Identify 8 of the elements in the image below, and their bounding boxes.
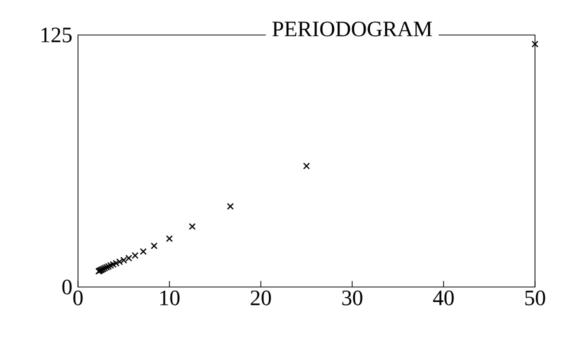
x-tick-label: 40 bbox=[433, 290, 454, 306]
chart-title: PERIODOGRAM bbox=[272, 22, 432, 36]
x-tick-label: 0 bbox=[73, 290, 83, 306]
x-tick-label: 30 bbox=[342, 290, 362, 306]
y-tick-label: 125 bbox=[42, 28, 72, 42]
x-tick-label: 50 bbox=[525, 290, 546, 306]
x-tick-label: 10 bbox=[160, 290, 180, 306]
x-tick-label: 20 bbox=[250, 290, 271, 306]
